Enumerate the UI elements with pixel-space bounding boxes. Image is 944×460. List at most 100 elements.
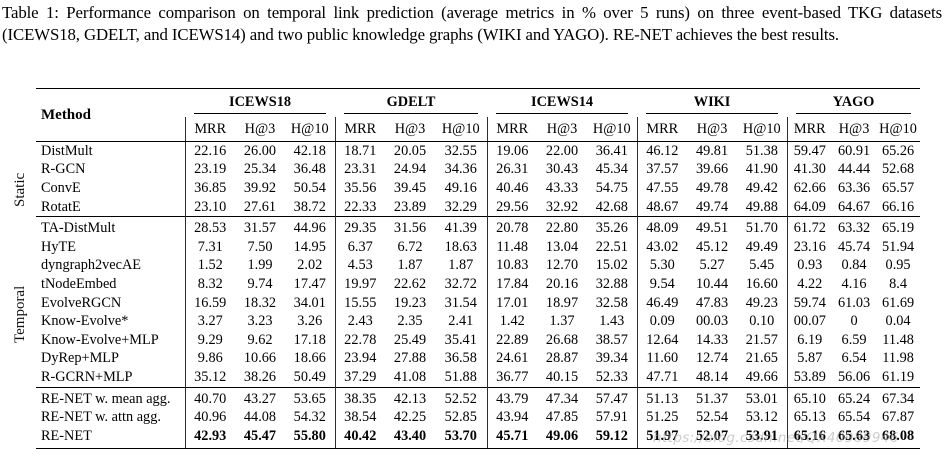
value-cell: 32.92	[545, 198, 579, 215]
value-cell: 44.44	[837, 161, 871, 178]
value-cell: 9.86	[184, 349, 235, 369]
value-cell: 59.74	[786, 293, 833, 313]
value-cell: 28.87	[545, 350, 579, 367]
table-row: Know-Evolve+MLP 9.29 9.62 17.18 22.78 25.49 35…	[36, 330, 920, 350]
value-cell: 67.34	[876, 386, 921, 409]
value-cell: 49.88	[745, 198, 778, 215]
value-cell: 61.19	[881, 368, 915, 385]
metric-header-icews14-hat10: H@10	[587, 117, 638, 142]
value-cell: 67.87	[881, 409, 915, 426]
table-row: dyngraph2vecAE 1.52 1.99 2.02 4.53 1.87 1.87 10…	[36, 256, 920, 276]
value-cell: 9.29	[184, 330, 235, 350]
value-cell: 15.55	[334, 293, 386, 313]
value-cell: 21.57	[745, 331, 778, 348]
value-cell: 7.31	[184, 237, 235, 257]
value-cell: 42.18	[293, 142, 326, 159]
value-cell: 24.94	[393, 161, 427, 178]
value-cell: 6.19	[786, 330, 833, 350]
value-cell: 1.87	[448, 257, 474, 274]
value-cell: 35.26	[587, 216, 638, 238]
value-cell: 36.41	[595, 142, 628, 159]
value-cell: 1.52	[184, 256, 235, 276]
value-cell: 49.23	[745, 294, 778, 311]
value-cell: 38.26	[243, 368, 277, 385]
value-cell: 42.13	[385, 386, 436, 409]
value-cell: 31.56	[385, 216, 436, 238]
header-group-row: Method ICEWS18 GDELT ICEWS14 WIKI YAGO	[36, 88, 921, 142]
value-cell: 53.65	[285, 386, 336, 409]
value-cell: 5.45	[749, 257, 775, 274]
value-cell: 10.83	[486, 256, 538, 276]
value-cell: 18.71	[334, 141, 386, 161]
table-row: EvolveRGCN 16.59 18.32 34.01 15.55 19.23 31.54…	[36, 293, 920, 313]
value-cell: 43.94	[486, 408, 538, 427]
value-cell: 4.53	[334, 256, 386, 276]
value-cell: 52.68	[881, 161, 915, 178]
value-cell: 54.75	[595, 179, 628, 196]
value-cell: 43.40	[385, 426, 436, 449]
metric-header-icews18-hat10: H@10	[285, 117, 336, 142]
value-cell: 29.56	[486, 197, 538, 217]
metric-header-yago-mrr: MRR	[786, 117, 833, 142]
value-cell: 1.99	[247, 257, 273, 274]
value-cell: 22.00	[545, 142, 579, 159]
value-cell: 0.10	[749, 313, 775, 330]
value-cell: 51.88	[444, 368, 477, 385]
value-cell: 18.66	[293, 350, 326, 367]
value-cell: 36.48	[293, 161, 326, 178]
value-cell: 42.25	[393, 409, 427, 426]
method-cell: TA-DistMult	[36, 216, 185, 238]
table-row: Know-Evolve* 3.27 3.23 3.26 2.43 2.35 2.41 1.42…	[36, 312, 920, 331]
value-cell: 22.62	[393, 275, 427, 292]
value-cell: 27.88	[393, 350, 427, 367]
value-cell: 57.91	[595, 409, 628, 426]
value-cell: 32.88	[595, 275, 628, 292]
value-cell: 3.27	[184, 312, 235, 331]
value-cell: 14.33	[695, 331, 729, 348]
value-cell: 17.84	[486, 275, 538, 294]
table-row: R-GCRN+MLP 35.12 38.26 50.49 37.29 41.08 51.88…	[36, 368, 920, 388]
value-cell: 51.94	[881, 238, 915, 255]
value-cell: 14.95	[293, 238, 326, 255]
method-cell: DyRep+MLP	[41, 350, 119, 367]
value-cell: 5.30	[636, 256, 688, 276]
value-cell: 3.23	[247, 313, 273, 330]
value-cell: 8.32	[184, 275, 235, 294]
value-cell: 10.66	[243, 350, 277, 367]
value-cell: 36.58	[444, 350, 477, 367]
value-cell: 65.63	[832, 426, 877, 449]
value-cell: 55.80	[285, 426, 336, 449]
value-cell: 49.51	[687, 216, 738, 238]
value-cell: 21.65	[745, 350, 778, 367]
value-cell: 22.78	[334, 330, 386, 350]
value-cell: 35.41	[444, 331, 477, 348]
metric-header-gdelt-hat10: H@10	[435, 117, 488, 142]
value-cell: 32.29	[444, 198, 477, 215]
group-header-yago: YAGO	[787, 88, 921, 117]
value-cell: 25.34	[243, 161, 277, 178]
table-row: DyRep+MLP 9.86 10.66 18.66 23.94 27.88 36.58 24…	[36, 349, 920, 369]
value-cell: 51.13	[636, 386, 688, 409]
value-cell: 13.04	[545, 238, 579, 255]
value-cell: 50.54	[293, 179, 326, 196]
value-cell: 12.64	[636, 330, 688, 350]
value-cell: 45.12	[695, 238, 729, 255]
value-cell: 51.25	[636, 408, 688, 427]
metric-header-icews18-hat3: H@3	[235, 117, 285, 142]
value-cell: 41.90	[745, 161, 778, 178]
value-cell: 51.37	[687, 386, 738, 409]
value-cell: 0.09	[636, 312, 688, 331]
value-cell: 46.49	[636, 293, 688, 313]
value-cell: 59.12	[587, 426, 638, 449]
value-cell: 22.51	[595, 238, 628, 255]
value-cell: 51.70	[737, 216, 788, 238]
value-cell: 7.50	[247, 238, 273, 255]
value-cell: 63.32	[832, 216, 877, 238]
value-cell: 5.87	[786, 349, 833, 369]
value-cell: 11.48	[486, 237, 538, 257]
value-cell: 40.42	[334, 426, 386, 449]
value-cell: 48.14	[695, 368, 729, 385]
table-row: RE-NET w. mean agg. 40.70 43.27 53.65 38.35 4…	[36, 386, 921, 409]
table-row: RotatE 23.10 27.61 38.72 22.33 23.89 32.29 29.5…	[36, 197, 920, 217]
value-cell: 35.56	[334, 179, 386, 198]
